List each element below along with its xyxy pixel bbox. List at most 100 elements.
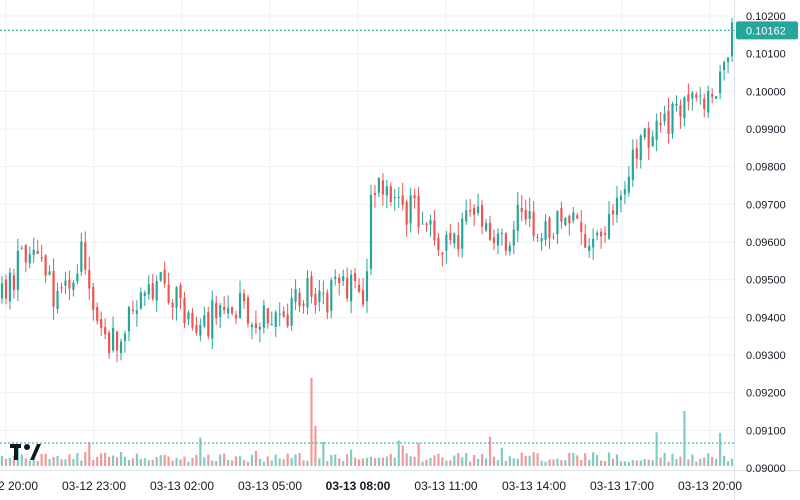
volume-bar [155,456,158,466]
candle-body [369,195,373,269]
candle-body [532,211,535,236]
candle-body [536,236,539,238]
candle-body [492,237,496,243]
candle-body [48,271,51,275]
volume-bar [119,452,123,466]
time-axis-label: 03-13 08:00 [326,479,391,493]
volume-bar [588,459,591,466]
volume-bar [52,456,55,466]
volume-bar [127,460,131,466]
candle-body [469,209,472,212]
volume-bars [0,378,734,466]
candle-body [615,197,619,215]
volume-bar [433,455,436,466]
logo-part [30,444,41,460]
volume-bar [262,461,265,466]
candle-body [342,276,345,282]
volume-bar [520,452,523,466]
last-price-line: 0.10162 [0,21,798,444]
candle-body [504,233,507,251]
volume-bar [480,453,484,466]
volume-bar [417,443,420,466]
candle-body [80,241,83,272]
candle-body [306,277,309,308]
volume-bar [488,436,492,466]
volume-bar [227,460,230,466]
volume-bar [619,461,623,466]
volume-bar [48,459,51,466]
candle-body [151,283,154,299]
volume-bar [532,452,535,466]
volume-bar [492,456,496,466]
volume-bar [350,449,353,466]
volume-bar [139,459,142,466]
candle-body [473,207,476,215]
candle-body [691,92,694,99]
candle-body [722,62,726,71]
volume-bar [528,455,531,466]
volume-bar [72,459,75,466]
candle-body [131,309,135,312]
candle-body [556,210,559,235]
volume-bar [540,460,543,466]
volume-bar [151,459,154,466]
volume-bar [726,461,730,466]
volume-bar [635,460,638,466]
candle-body [699,95,702,97]
candle-body [115,331,119,351]
volume-bar [615,454,619,466]
volume-bar [437,453,440,466]
volume-bar [266,456,269,466]
volume-bar [123,456,127,466]
volume-bar [314,426,317,466]
volume-bar [639,460,642,466]
volume-bar [290,457,293,466]
candle-body [512,229,515,246]
candle-body [647,127,650,148]
volume-bar [238,456,242,466]
volume-bar [306,460,309,466]
candle-body [639,135,642,160]
volume-bar [568,452,571,466]
volume-bar [369,456,373,466]
candle-body [354,273,357,282]
volume-bar [679,456,682,466]
candle-body [143,292,146,296]
time-axis[interactable]: 03-12 20:00 03-12 23:00 03-13 02:00 03-13 0… [0,479,742,493]
volume-bar [647,459,650,466]
candle-body [433,220,436,241]
volume-bar [163,454,166,466]
price-axis-label: 0.09700 [746,199,786,211]
volume-bar [409,456,412,466]
price-axis-label: 0.09200 [746,388,786,400]
candle-body [357,284,361,292]
volume-bar [500,447,503,466]
candle-body [441,252,444,255]
time-axis-label: 03-12 20:00 [0,479,38,493]
volume-bar [457,452,460,466]
volume-bar [730,458,734,466]
tradingview-logo-icon[interactable] [10,444,41,460]
volume-bar [96,456,99,466]
volume-bar [453,455,456,466]
volume-bar [703,457,706,466]
candle-body [445,234,448,251]
volume-bar [683,411,686,466]
candle-body [159,272,162,281]
candle-body [68,279,71,289]
volume-bar [465,453,468,466]
candle-body [310,276,313,297]
volume-bar [68,454,71,466]
volume-bar [715,459,718,466]
candle-body [603,232,607,235]
candle-body [104,327,107,335]
volume-bar [695,461,698,466]
price-axis[interactable]: 0.10200 0.10100 0.10000 0.09900 0.09800 0.097… [746,11,786,475]
candle-body [707,91,710,113]
candle-body [683,97,686,118]
candle-body [500,233,503,235]
candle-body [40,257,43,259]
candle-body [147,284,150,295]
volume-bar [36,461,39,466]
volume-bar [596,455,599,466]
